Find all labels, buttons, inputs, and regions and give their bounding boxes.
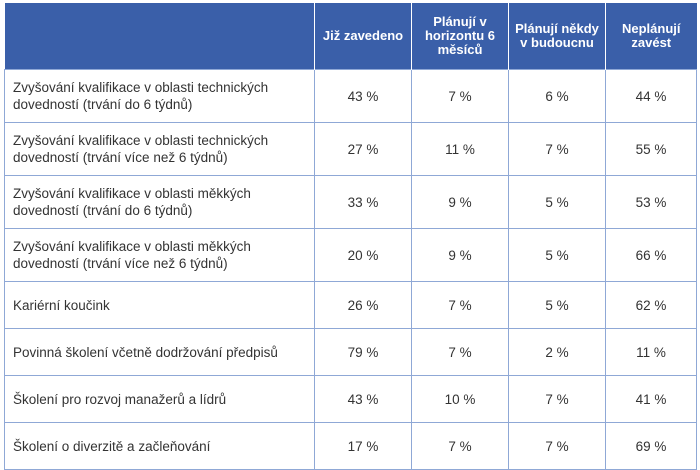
value-cell: 7 %	[411, 69, 509, 123]
value-cell: 11 %	[411, 122, 509, 176]
table-row: Školení o diverzitě a začleňování 17 % 7…	[4, 422, 697, 470]
value-cell: 55 %	[605, 122, 697, 176]
value-cell: 66 %	[605, 228, 697, 282]
value-cell: 7 %	[411, 422, 509, 470]
row-label: Školení o diverzitě a začleňování	[4, 422, 315, 470]
header-plan-future: Plánují někdy v budoucnu	[508, 3, 606, 70]
value-cell: 5 %	[508, 228, 606, 282]
value-cell: 43 %	[314, 375, 412, 423]
value-cell: 43 %	[314, 69, 412, 123]
value-cell: 62 %	[605, 281, 697, 329]
value-cell: 44 %	[605, 69, 697, 123]
value-cell: 7 %	[411, 328, 509, 376]
value-cell: 9 %	[411, 228, 509, 282]
value-cell: 69 %	[605, 422, 697, 470]
row-label: Zvyšování kvalifikace v oblasti technick…	[4, 69, 315, 123]
value-cell: 7 %	[508, 122, 606, 176]
header-not-planning: Neplánují zavést	[605, 3, 697, 70]
value-cell: 7 %	[508, 375, 606, 423]
value-cell: 9 %	[411, 175, 509, 229]
row-label: Povinná školení včetně dodržování předpi…	[4, 328, 315, 376]
value-cell: 53 %	[605, 175, 697, 229]
value-cell: 6 %	[508, 69, 606, 123]
value-cell: 41 %	[605, 375, 697, 423]
row-label: Zvyšování kvalifikace v oblasti technick…	[4, 122, 315, 176]
table-row: Zvyšování kvalifikace v oblasti technick…	[4, 122, 697, 176]
value-cell: 7 %	[411, 281, 509, 329]
value-cell: 5 %	[508, 175, 606, 229]
row-label: Školení pro rozvoj manažerů a lídrů	[4, 375, 315, 423]
table-row: Školení pro rozvoj manažerů a lídrů 43 %…	[4, 375, 697, 423]
table-row: Kariérní koučink 26 % 7 % 5 % 62 %	[4, 281, 697, 329]
table-row: Povinná školení včetně dodržování předpi…	[4, 328, 697, 376]
value-cell: 10 %	[411, 375, 509, 423]
value-cell: 2 %	[508, 328, 606, 376]
row-label: Kariérní koučink	[4, 281, 315, 329]
value-cell: 7 %	[508, 422, 606, 470]
value-cell: 79 %	[314, 328, 412, 376]
value-cell: 20 %	[314, 228, 412, 282]
value-cell: 11 %	[605, 328, 697, 376]
table-row: Zvyšování kvalifikace v oblasti technick…	[4, 69, 697, 123]
training-table: Již zavedeno Plánují v horizontu 6 měsíc…	[4, 3, 697, 470]
row-label: Zvyšování kvalifikace v oblasti měkkých …	[4, 175, 315, 229]
header-plan-6-months: Plánují v horizontu 6 měsíců	[411, 3, 509, 70]
value-cell: 17 %	[314, 422, 412, 470]
header-already-implemented: Již zavedeno	[314, 3, 412, 70]
value-cell: 26 %	[314, 281, 412, 329]
row-label: Zvyšování kvalifikace v oblasti měkkých …	[4, 228, 315, 282]
header-row: Již zavedeno Plánují v horizontu 6 měsíc…	[4, 3, 697, 70]
value-cell: 5 %	[508, 281, 606, 329]
value-cell: 27 %	[314, 122, 412, 176]
header-empty	[4, 3, 315, 70]
value-cell: 33 %	[314, 175, 412, 229]
table-row: Zvyšování kvalifikace v oblasti měkkých …	[4, 228, 697, 282]
table-row: Zvyšování kvalifikace v oblasti měkkých …	[4, 175, 697, 229]
